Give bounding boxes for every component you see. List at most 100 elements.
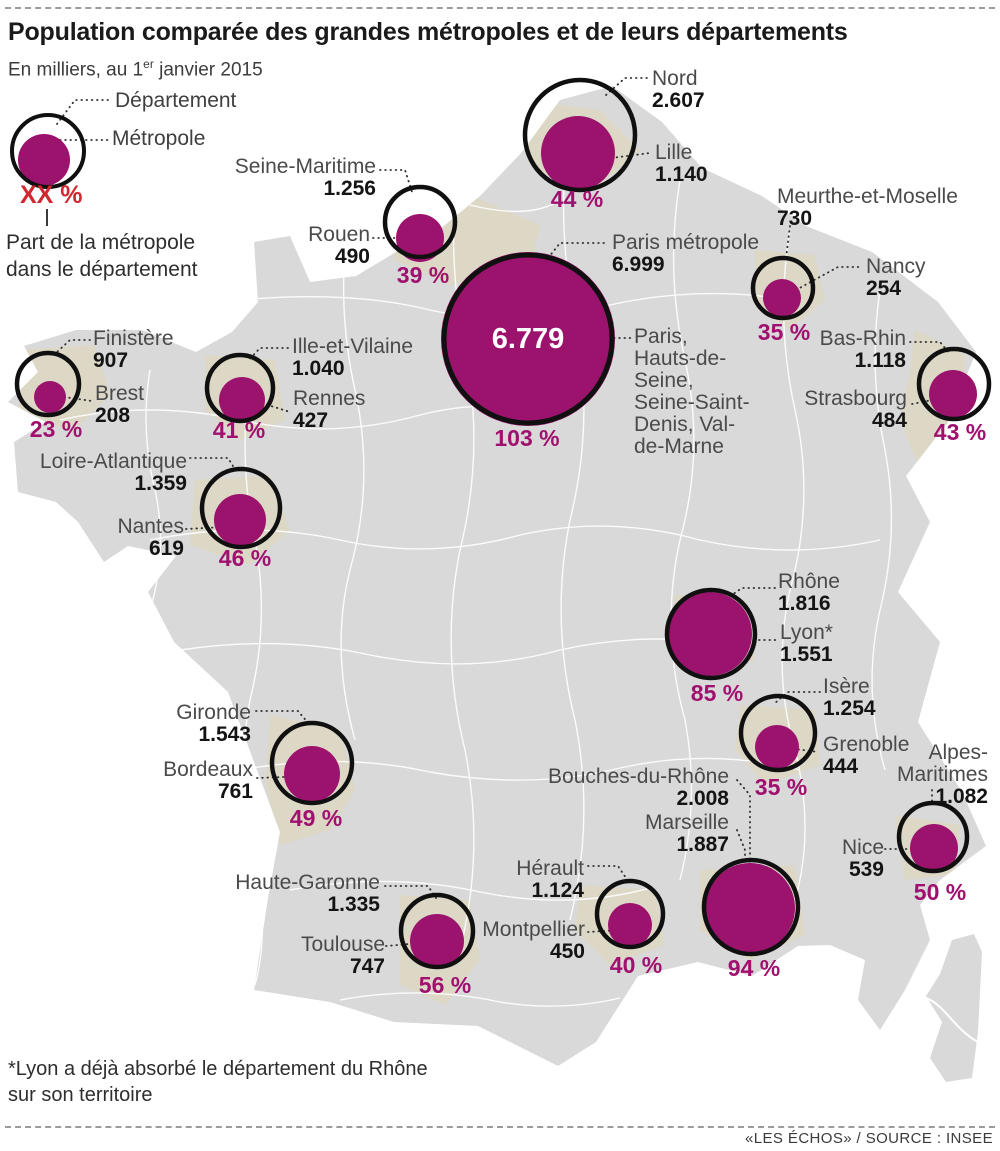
metropole-population: 1.887: [676, 833, 729, 856]
leader-legend-department: [56, 99, 113, 125]
page-title: Population comparée des grandes métropol…: [8, 18, 848, 46]
share-label-nice: 50 %: [913, 879, 967, 905]
metropole-name: Rouen: [308, 223, 370, 246]
department-circle-isere: [738, 693, 818, 773]
department-population: 1.359: [134, 472, 187, 495]
legend-share-placeholder: XX %: [20, 181, 83, 209]
department-population: 1.124: [531, 879, 584, 902]
corsica: [926, 934, 982, 1082]
marker-marseille: [701, 857, 801, 957]
marker-grenoble: [738, 693, 818, 773]
leader-meurthe-et-moselle: [785, 225, 791, 259]
metropole-circle-bordeaux: [284, 746, 340, 802]
metropole-population: 254: [866, 277, 902, 300]
marker-toulouse: [398, 892, 476, 970]
top-divider: [5, 7, 995, 9]
department-name: Gironde: [176, 701, 251, 724]
share-label-rennes: 41 %: [212, 417, 266, 443]
department-circle-loire-atlantique: [199, 466, 283, 550]
leader-brest: [63, 396, 93, 402]
department-circle-gironde: [269, 720, 355, 806]
metropole-label-strasbourg: Strasbourg 484: [747, 388, 907, 432]
corsica-border: [925, 997, 979, 1043]
metropole-label-toulouse: Toulouse 747: [175, 934, 385, 978]
metropole-population: 1.140: [655, 163, 708, 186]
metropole-population: 539: [848, 858, 884, 881]
metropole-label-montpellier: Montpellier 450: [425, 919, 585, 963]
department-population: 1.040: [292, 357, 345, 380]
metropole-name: Nice: [841, 836, 884, 859]
share-label-lille: 44 %: [550, 186, 604, 212]
metropole-circle-grenoble: [755, 725, 799, 769]
leader-lille: [595, 152, 651, 161]
subtitle-prefix: En milliers, au 1: [8, 59, 144, 81]
department-label-gironde: Gironde 1.543: [91, 702, 251, 746]
department-name: Finistère: [93, 327, 174, 350]
legend-department-circle: [10, 113, 86, 189]
department-label-alpes-maritimes: Alpes-Maritimes 1.082: [848, 742, 988, 808]
department-population: 2.607: [652, 89, 705, 112]
department-label-bouches-du-rhone: Bouches-du-Rhône 2.008: [489, 766, 729, 810]
share-label-nancy: 35 %: [757, 319, 811, 345]
france-mainland: [8, 86, 986, 1066]
department-label-herault: Hérault 1.124: [424, 858, 584, 902]
department-name: Rhône: [778, 570, 840, 593]
department-circle-bouches-du-rhone: [701, 857, 801, 957]
metropole-name: Paris métropole: [612, 231, 760, 254]
marker-strasbourg: [916, 346, 992, 422]
metropole-label-grenoble: Grenoble 444: [823, 734, 909, 778]
metropole-name: Marseille: [644, 811, 729, 834]
metropole-population: 208: [95, 404, 131, 427]
metropole-label-nantes: Nantes 619: [64, 516, 184, 560]
department-label-rhone: Rhône 1.816: [778, 571, 840, 615]
metropole-circle-lille: [541, 116, 615, 190]
marker-paris: [441, 252, 615, 426]
department-circle-bas-rhin: [916, 346, 992, 422]
metropole-label-marseille: Marseille 1.887: [489, 812, 729, 856]
department-name: Bas-Rhin: [819, 327, 906, 350]
metropole-name: Lyon*: [780, 621, 833, 644]
leader-gironde: [255, 710, 310, 725]
marker-nantes: [199, 466, 283, 550]
marker-montpellier: [594, 878, 666, 950]
page-subtitle: En milliers, au 1er janvier 2015: [8, 57, 263, 81]
metropole-population: 761: [217, 780, 253, 803]
department-circle-rhone: [664, 587, 758, 681]
department-label-meurthe-et-moselle: Meurthe-et-Moselle 730: [777, 186, 958, 230]
marker-brest: [14, 350, 82, 418]
marker-lyon: [664, 587, 758, 681]
metropole-label-bordeaux: Bordeaux 761: [93, 759, 253, 803]
department-name: Nord: [652, 67, 698, 90]
metropole-label-paris: Paris métropole 6.999: [612, 232, 759, 276]
footnote-line1: *Lyon a déjà absorbé le département du R…: [8, 1058, 428, 1080]
metropole-name: Nantes: [117, 515, 184, 538]
department-label-finistere: Finistère 907: [93, 328, 174, 372]
subtitle-suffix: janvier 2015: [153, 59, 263, 81]
leader-herault: [587, 865, 629, 882]
metropole-name: Brest: [95, 382, 145, 405]
department-label-paris: Paris, Hauts-de-Seine, Seine-Saint-Denis…: [634, 325, 750, 458]
department-label-loire-atlantique: Loire-Atlantique 1.359: [0, 451, 187, 495]
department-population: 1.254: [823, 697, 876, 720]
department-population: 1.335: [327, 893, 380, 916]
department-label-haute-garonne: Haute-Garonne 1.335: [170, 872, 380, 916]
metropole-circle-montpellier: [608, 903, 652, 947]
leader-marseille: [736, 829, 754, 913]
department-name: Loire-Atlantique: [39, 450, 187, 473]
metropole-population: 619: [148, 537, 184, 560]
department-name: Ille-et-Vilaine: [292, 335, 414, 358]
metropole-name: Nancy: [866, 255, 926, 278]
department-circle-ille-et-vilaine: [204, 352, 276, 424]
metropole-circle-strasbourg: [929, 370, 977, 418]
legend-description-line1: Part de la métropole: [6, 231, 196, 254]
metropole-population: 427: [293, 409, 329, 432]
leader-nord: [605, 77, 651, 96]
metropole-name: Grenoble: [823, 733, 910, 756]
metropole-label-brest: Brest 208: [95, 383, 144, 427]
metropole-label-lille: Lille 1.140: [655, 142, 708, 186]
metropole-name: Strasbourg: [804, 387, 907, 410]
metropole-label-rennes: Rennes 427: [293, 388, 365, 432]
marker-nancy: [750, 255, 816, 321]
legend-marker: [10, 113, 86, 189]
